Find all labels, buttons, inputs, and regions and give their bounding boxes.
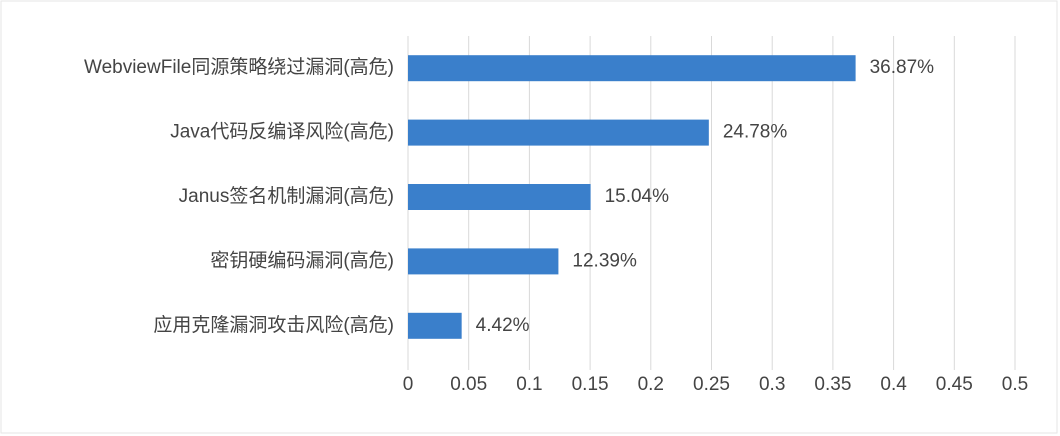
bar bbox=[408, 119, 709, 146]
bar bbox=[408, 248, 559, 275]
value-label: 12.39% bbox=[572, 250, 637, 271]
value-label: 36.87% bbox=[870, 57, 935, 78]
y-tick-label: Java代码反编译风险(高危) bbox=[170, 121, 394, 143]
y-tick-label: 密钥硬编码漏洞(高危) bbox=[210, 249, 394, 271]
x-tick-label: 0.4 bbox=[880, 374, 907, 395]
x-tick-label: 0.45 bbox=[936, 374, 973, 395]
y-tick-label: Janus签名机制漏洞(高危) bbox=[179, 185, 394, 207]
value-label: 24.78% bbox=[723, 122, 788, 143]
x-tick-label: 0.25 bbox=[693, 374, 730, 395]
x-tick-label: 0.5 bbox=[1002, 374, 1028, 395]
value-label: 4.42% bbox=[476, 315, 530, 336]
x-tick-label: 0.3 bbox=[759, 374, 785, 395]
bar bbox=[408, 55, 856, 82]
y-tick-label: 应用克隆漏洞攻击风险(高危) bbox=[153, 314, 394, 336]
bar bbox=[408, 312, 462, 339]
value-label: 15.04% bbox=[605, 186, 670, 207]
bar bbox=[408, 184, 591, 210]
x-tick-label: 0 bbox=[403, 374, 414, 395]
x-tick-label: 0.15 bbox=[572, 374, 609, 395]
x-tick-label: 0.1 bbox=[516, 374, 542, 395]
x-tick-label: 0.2 bbox=[638, 374, 664, 395]
x-tick-label: 0.05 bbox=[450, 374, 487, 395]
y-tick-label: WebviewFile同源策略绕过漏洞(高危) bbox=[84, 56, 394, 78]
x-tick-label: 0.35 bbox=[814, 374, 851, 395]
